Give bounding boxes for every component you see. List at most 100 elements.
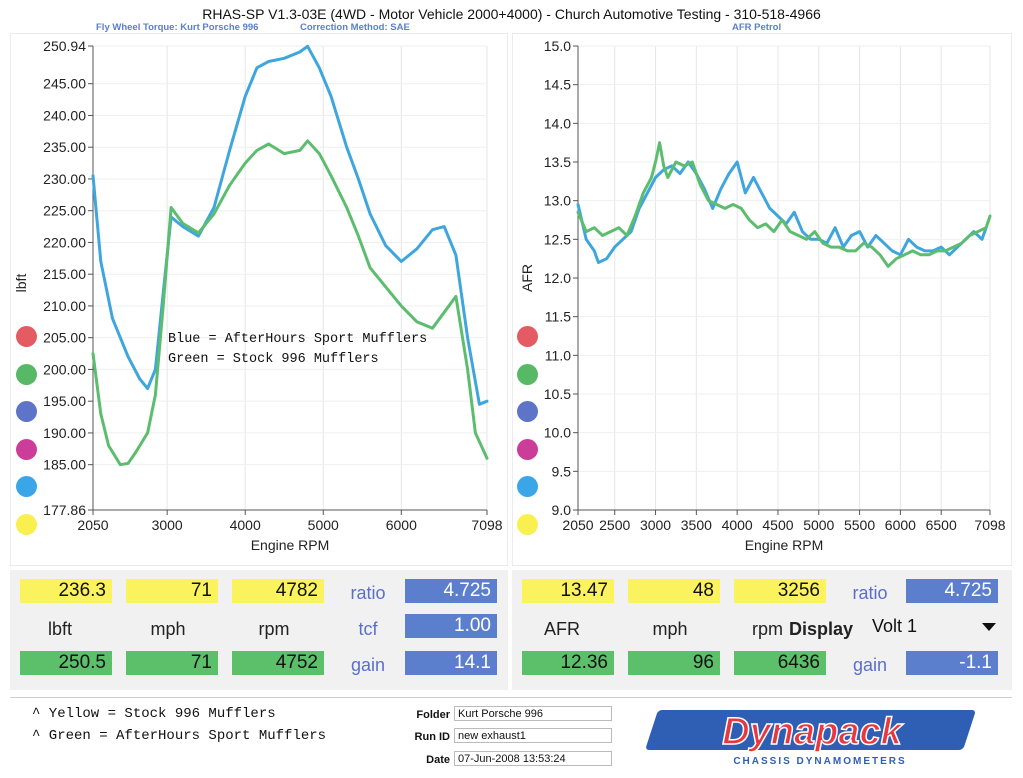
rpm-label-right: rpm [752,619,783,639]
series-color-dot[interactable] [517,326,538,347]
series-color-dot[interactable] [517,513,538,535]
mph-readout-r2: 96 [628,651,720,675]
series-color-dot[interactable] [16,326,37,347]
y-tick-label: 12.0 [544,270,571,286]
folder-field[interactable]: Kurt Porsche 996 [454,706,612,721]
dynapack-logo: Dynapack CHASSIS DYNAMOMETERS [646,710,975,767]
x-tick-label: 2050 [562,517,593,533]
series-color-dot[interactable] [517,438,538,460]
y-tick-label: 10.0 [544,425,571,441]
right-chart-subtitle: AFR Petrol [732,22,782,33]
x-tick-label: 4000 [722,517,753,533]
rpm-label: rpm [258,619,290,639]
y-tick-label: 235.00 [43,139,86,155]
gain-label-right: gain [852,655,888,675]
series-color-dot[interactable] [16,363,37,385]
gain-label: gain [350,655,386,675]
ratio-value: 4.725 [405,579,497,603]
x-tick-label: 5000 [803,517,834,533]
folder-label: Folder [416,709,450,721]
y-tick-label: 14.0 [544,115,571,131]
y-tick-label: 14.5 [544,77,571,93]
x-tick-label: 3000 [640,517,671,533]
y-tick-label: 15.0 [544,38,571,54]
logo-subtitle: CHASSIS DYNAMOMETERS [733,756,906,767]
torque-chart: 250.94 245.00 240.00 235.00 230.00 225.00 220.… [10,33,508,566]
series-color-dot[interactable] [16,476,37,497]
rpm-readout-r1: 3256 [734,579,826,603]
x-axis-label: Engine RPM [745,537,824,553]
x-tick-label: 5500 [844,517,875,533]
y-tick-label: 220.00 [43,234,86,250]
series-color-dot[interactable] [517,401,538,422]
chart-annotation: Blue = AfterHours Sport Mufflers [168,332,427,347]
y-tick-label: 245.00 [43,76,86,92]
gain-value: 14.1 [405,651,497,675]
runid-field[interactable]: new exhaust1 [454,728,612,743]
x-tick-label: 6000 [386,517,417,533]
rpm-readout-1: 4782 [232,579,324,603]
x-tick-label: 2500 [599,517,630,533]
chart-annotation: Green = Stock 996 Mufflers [168,352,379,367]
correction-method: Correction Method: SAE [300,22,410,33]
y-tick-label: 12.5 [544,231,571,247]
date-field: 07-Jun-2008 13:53:24 [454,751,612,766]
series-color-dot[interactable] [517,363,538,385]
footer-note-1: ^ Yellow = Stock 996 Mufflers [32,706,276,722]
y-tick-label: 10.5 [544,386,571,402]
rpm-readout-2: 4752 [232,651,324,675]
date-label: Date [426,754,450,766]
afr-readout-2: 12.36 [522,651,614,675]
x-tick-label: 6000 [885,517,916,533]
x-tick-label: 5000 [308,517,339,533]
series-color-dot[interactable] [517,476,538,497]
y-tick-label: 9.0 [552,502,572,518]
series-color-dot[interactable] [16,513,37,535]
x-axis-label: Engine RPM [251,537,330,553]
y-axis-label: lbft [13,274,29,293]
y-tick-label: 185.00 [43,457,86,473]
series-color-dot[interactable] [16,438,37,460]
mph-label: mph [150,619,186,639]
y-tick-label: 11.5 [545,309,571,325]
series-color-dot[interactable] [16,401,37,422]
x-tick-label: 3500 [681,517,712,533]
y-tick-label: 9.5 [552,463,572,479]
y-tick-label: 13.5 [544,154,571,170]
lbft-readout-1: 236.3 [20,579,112,603]
afr-label: AFR [544,619,580,639]
y-tick-label: 215.00 [43,266,86,282]
y-tick-label: 11.0 [545,347,571,363]
mph-readout-2: 71 [126,651,218,675]
y-axis-label: AFR [519,264,535,292]
y-tick-label: 230.00 [43,171,86,187]
x-tick-label: 6500 [926,517,957,533]
display-select[interactable]: Volt 1 [872,614,1000,640]
lbft-label: lbft [47,619,72,639]
blue-series-line [91,44,489,406]
y-tick-label: 195.00 [43,393,86,409]
y-tick-label: 250.94 [43,38,86,54]
green-series-line [91,139,489,467]
chevron-down-icon [982,623,996,631]
afr-chart: 15.0 14.5 14.0 13.5 13.0 12.5 12.0 11.5 11.0 10.5… [512,33,1012,566]
gain-value-right: -1.1 [906,651,998,675]
x-tick-label: 7098 [471,517,502,533]
y-tick-label: 225.00 [43,203,86,219]
y-tick-label: 200.00 [43,361,86,377]
y-tick-label: 13.0 [544,193,571,209]
ratio-label-right: ratio [852,583,888,603]
plot-background [512,33,1012,566]
x-tick-label: 4500 [762,517,793,533]
runid-label: Run ID [414,731,450,743]
green-series-line [576,141,992,268]
y-tick-label: 240.00 [43,107,86,123]
display-label: Display [789,619,854,639]
ratio-label: ratio [350,583,386,603]
y-tick-label: 205.00 [43,330,86,346]
y-tick-label: 177.86 [43,502,86,518]
rpm-readout-r2: 6436 [734,651,826,675]
ratio-value-right: 4.725 [906,579,998,603]
logo-wordmark: Dynapack [722,711,903,753]
y-tick-label: 190.00 [43,425,86,441]
